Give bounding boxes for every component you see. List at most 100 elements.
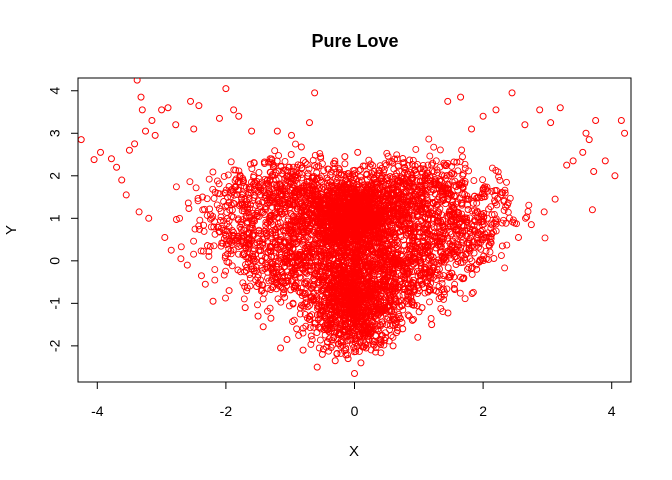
data-point (437, 293, 445, 301)
data-point (267, 314, 275, 322)
data-point (299, 346, 307, 354)
x-tick-label: -2 (220, 403, 233, 419)
data-point (556, 104, 564, 112)
data-point (473, 265, 481, 273)
data-point (362, 344, 370, 352)
data-point (408, 316, 416, 324)
data-point (90, 156, 98, 164)
y-tick-label: 3 (47, 129, 63, 137)
data-point (135, 208, 143, 216)
x-tick-label: 0 (351, 403, 359, 419)
data-point (482, 255, 490, 263)
data-point (118, 176, 126, 184)
data-point (378, 331, 386, 339)
y-tick-label: 4 (47, 87, 63, 95)
data-point (492, 106, 500, 114)
data-point (418, 304, 426, 312)
data-points (78, 78, 629, 377)
data-point (617, 117, 625, 125)
data-point (187, 97, 195, 105)
data-point (536, 106, 544, 114)
data-point (142, 127, 150, 135)
data-point (460, 274, 468, 282)
data-point (254, 312, 262, 320)
data-point (215, 114, 223, 122)
data-point (311, 89, 319, 97)
data-point (579, 148, 587, 156)
data-point (611, 172, 619, 180)
data-point (209, 297, 217, 305)
data-point (197, 272, 205, 280)
data-point (389, 342, 397, 350)
data-point (508, 89, 516, 97)
x-axis-label: X (349, 443, 359, 460)
data-point (235, 112, 243, 120)
data-point (131, 140, 139, 148)
data-point (344, 355, 352, 363)
data-point (551, 195, 559, 203)
y-tick-label: -1 (47, 297, 63, 310)
data-point (588, 206, 596, 214)
data-point (354, 148, 362, 156)
data-point (151, 131, 159, 139)
data-point (521, 121, 529, 129)
data-point (585, 136, 593, 144)
data-point (351, 369, 358, 377)
data-point (479, 112, 487, 120)
data-point (145, 214, 153, 222)
data-point (305, 119, 313, 127)
data-point (547, 119, 555, 127)
data-point (248, 127, 256, 135)
data-point (283, 335, 291, 343)
data-point (230, 106, 238, 114)
x-tick-label: 4 (608, 403, 616, 419)
data-point (323, 338, 331, 346)
y-tick-label: 2 (47, 172, 63, 180)
data-point (125, 146, 133, 154)
data-point (138, 106, 146, 114)
data-point (318, 350, 326, 358)
data-point (172, 121, 180, 129)
data-point (527, 221, 535, 229)
chart-title: Pure Love (311, 31, 398, 51)
data-point (498, 242, 506, 250)
data-point (167, 246, 175, 254)
data-point (331, 357, 339, 365)
data-point (399, 325, 407, 333)
data-point (334, 340, 342, 348)
y-tick-label: -2 (47, 339, 63, 352)
x-tick-label: 2 (479, 403, 487, 419)
data-point (183, 261, 191, 269)
data-point (195, 102, 203, 110)
data-point (444, 97, 452, 105)
data-point (357, 359, 365, 367)
data-point (592, 117, 600, 125)
data-point (222, 85, 230, 93)
data-point (158, 106, 166, 114)
data-point (113, 163, 121, 171)
data-point (563, 161, 571, 169)
data-point (148, 117, 156, 125)
data-point (225, 287, 233, 295)
y-axis: -2 -1 0 1 2 3 4 (47, 87, 79, 352)
data-point (450, 284, 458, 292)
data-point (177, 255, 185, 263)
y-axis-label: Y (3, 225, 20, 235)
data-point (428, 321, 436, 329)
data-point (621, 129, 629, 137)
data-point (540, 208, 548, 216)
data-point (161, 233, 169, 241)
data-point (107, 155, 115, 163)
data-point (241, 304, 249, 312)
data-point (201, 280, 209, 288)
data-point (569, 157, 577, 165)
data-point (590, 168, 598, 176)
y-tick-label: 1 (47, 214, 63, 222)
data-point (468, 125, 476, 133)
data-point (601, 157, 609, 165)
data-point (582, 129, 590, 137)
data-point (164, 104, 172, 112)
data-point (122, 191, 130, 199)
data-point (287, 131, 295, 139)
